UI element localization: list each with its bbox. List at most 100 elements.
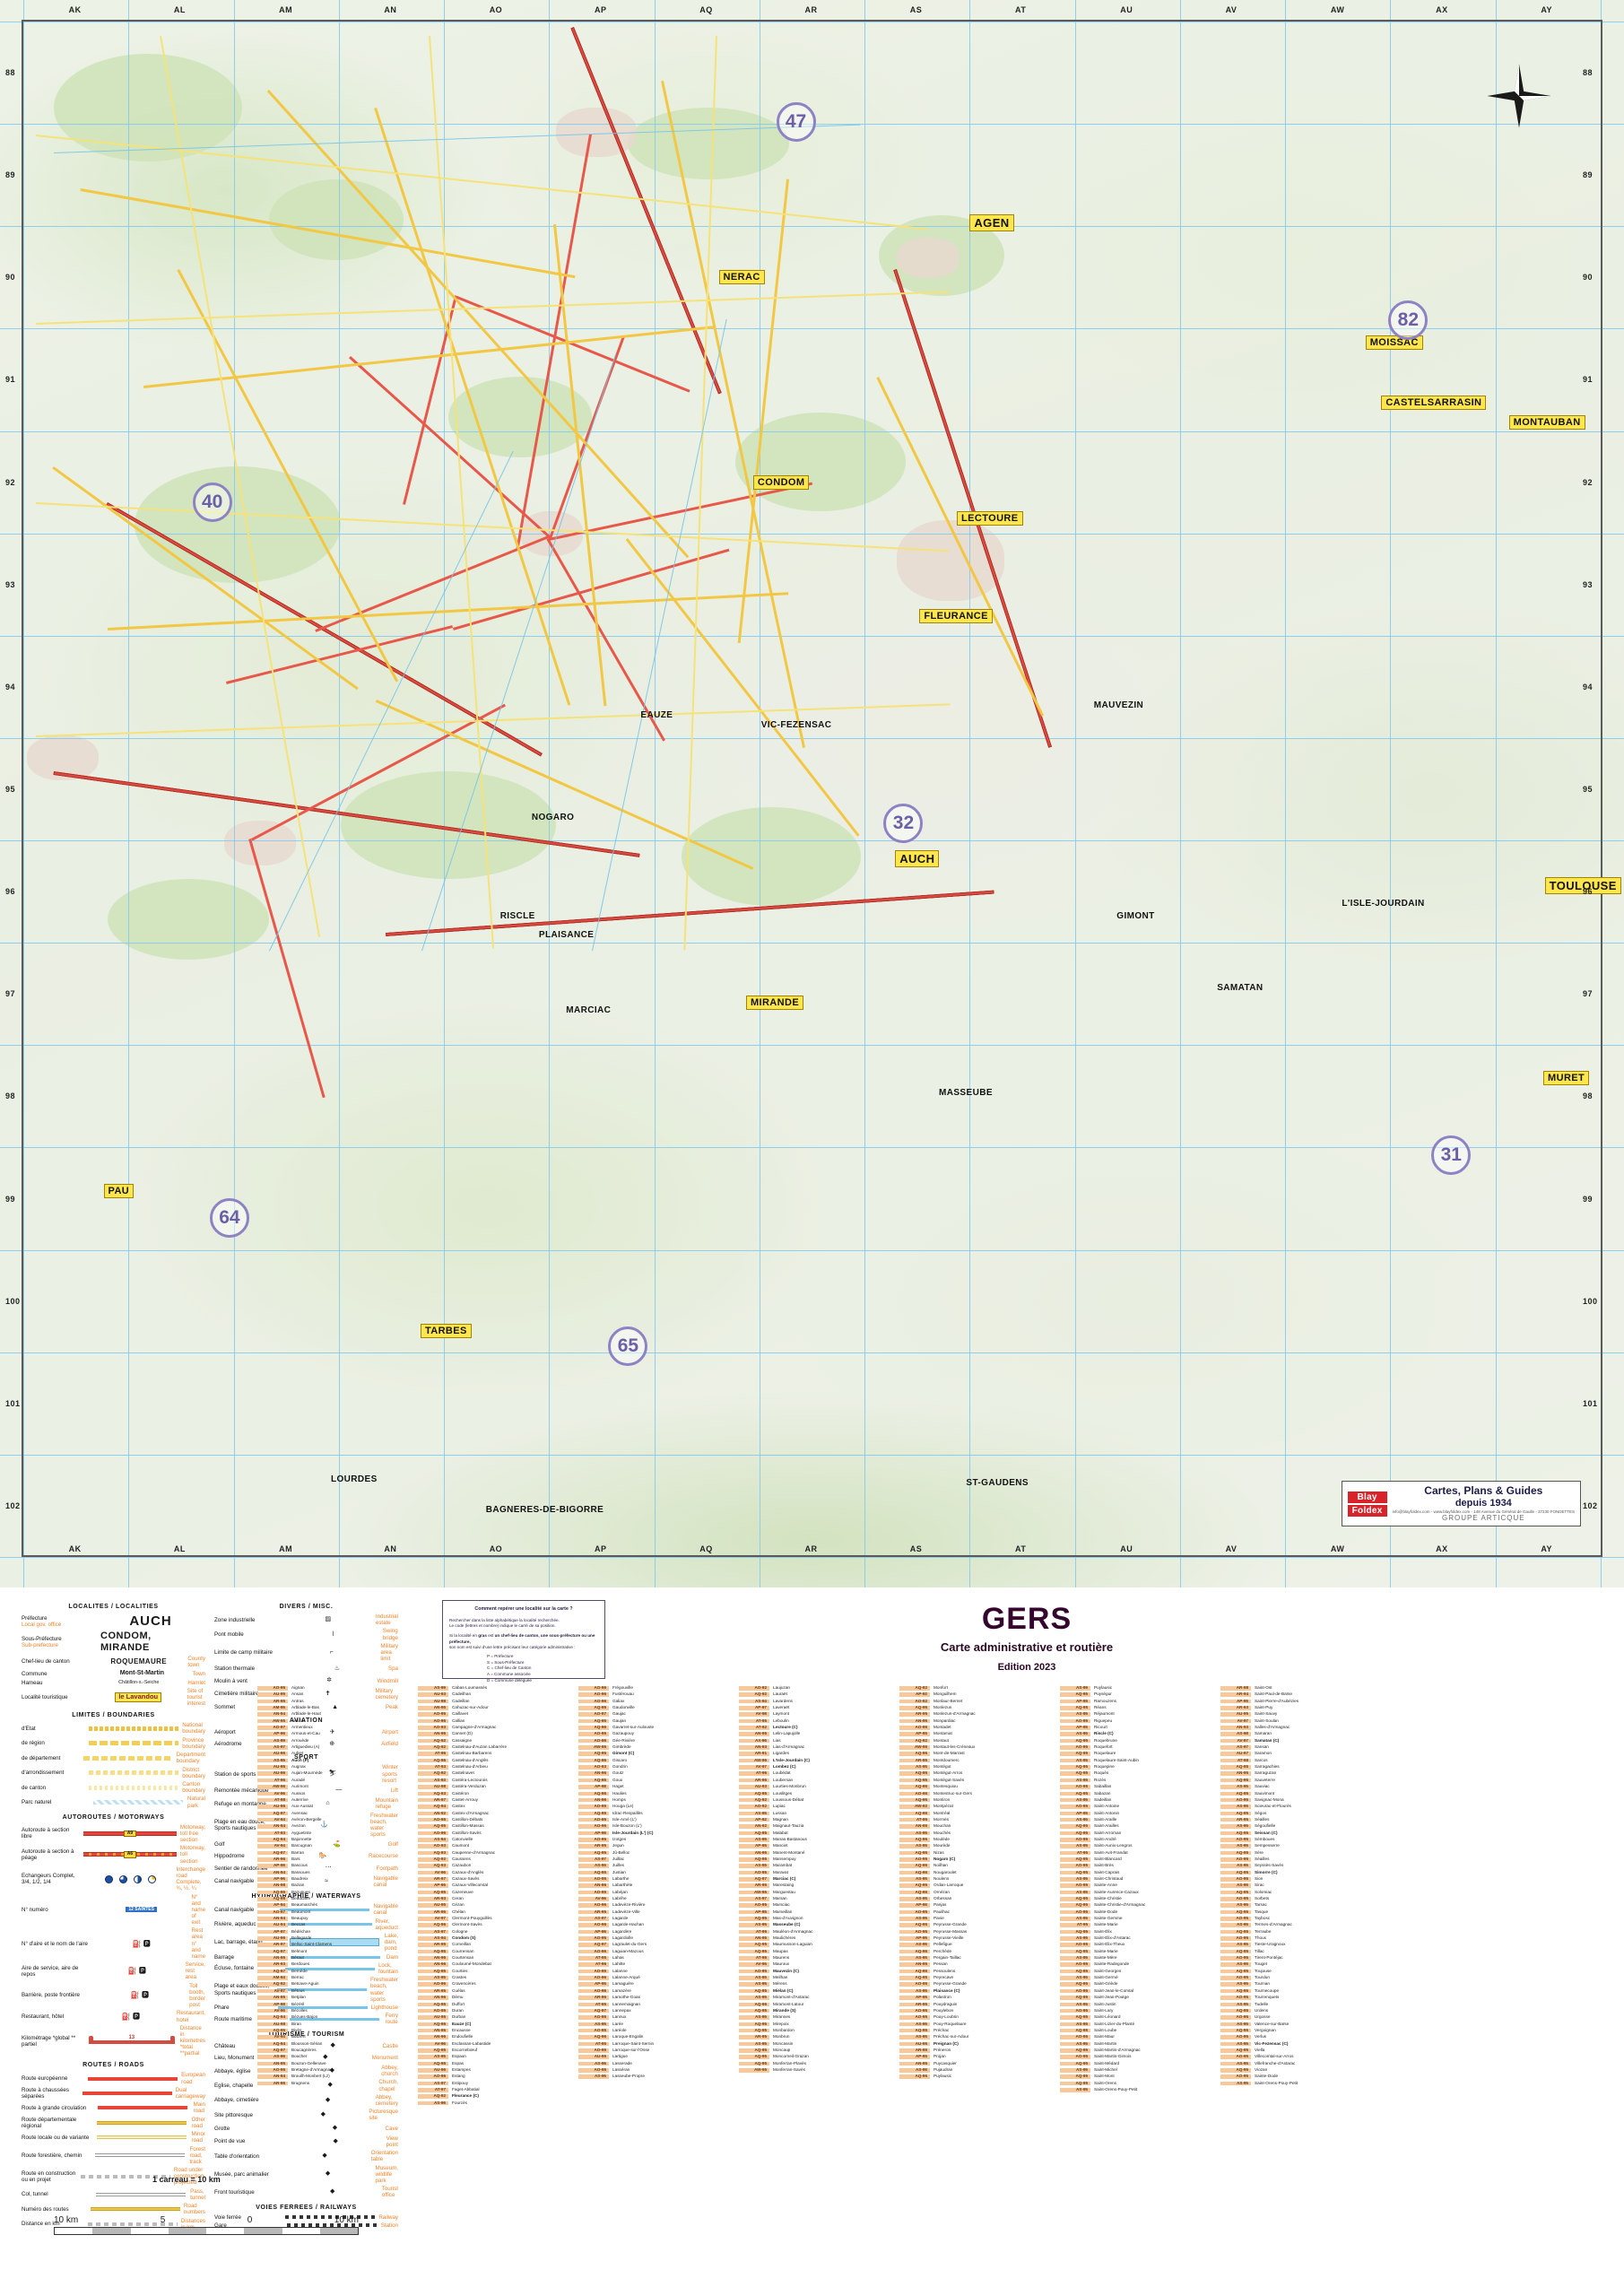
index-entry[interactable]: AS-95 Meilhan [739, 1975, 897, 1982]
index-entry[interactable]: AT-95 Saint-Avit-Frandat [1060, 1850, 1218, 1857]
index-entry[interactable]: AV-95 Mauroux [739, 1962, 897, 1969]
index-entry[interactable]: AP-95 Panjas [899, 1903, 1057, 1909]
index-entry[interactable]: AS-95 Manas-Bastanous [739, 1837, 897, 1844]
index-entry[interactable]: AQ-97 Barran [257, 1850, 415, 1857]
index-entry[interactable]: AP-98 Haget [578, 1784, 736, 1791]
index-entry[interactable]: AT-93 Ayguetinte [257, 1831, 415, 1838]
index-entry[interactable]: AO-95 Caillavet [418, 1712, 576, 1718]
index-entry[interactable]: AO-95 Savignac-Mona [1220, 1797, 1378, 1805]
index-entry[interactable]: AQ-95 Saint-Martin-d'Armagnac [1060, 2048, 1218, 2055]
index-entry[interactable]: AU-95 Durban [418, 2014, 576, 2022]
index-entry[interactable]: AS-95 Noulens [899, 1876, 1057, 1883]
index-entry[interactable]: AQ-95 Saint-Mont [1060, 2074, 1218, 2081]
index-entry[interactable]: AP-95 Montamat [899, 1732, 1057, 1738]
index-entry[interactable]: AN-94 Brouilh-Monbert (Lz) [257, 2074, 415, 2081]
index-entry[interactable]: AS-95 Réjaumont [1060, 1712, 1218, 1718]
index-entry[interactable]: AQ-95 Sauvimont [1220, 1791, 1378, 1798]
index-entry[interactable]: AQ-95 Réans [1060, 1705, 1218, 1712]
index-entry[interactable]: AQ-95 Tillac [1220, 1949, 1378, 1956]
index-entry[interactable]: AQ-95 Tasque [1220, 1909, 1378, 1917]
index-entry[interactable]: AR-93 Ceran [418, 1896, 576, 1903]
index-entry[interactable]: AN-96 Endoufielle [418, 2035, 576, 2041]
index-entry[interactable]: AO-97 Armentieux [257, 1725, 415, 1732]
index-entry[interactable]: AO-95 Lalanne [578, 1969, 736, 1976]
index-entry[interactable]: AN-98 Bazian [257, 1883, 415, 1890]
index-entry[interactable]: AS-95 Saint-Justin [1060, 2002, 1218, 2009]
index-entry[interactable]: AQ-95 Saint-Médard [1060, 2061, 1218, 2068]
index-entry[interactable]: AQ-92 Monfort [899, 1685, 1057, 1692]
index-entry[interactable]: AQ-95 Seissan (C) [1220, 1831, 1378, 1838]
map-canvas[interactable]: AGEN NERAC CONDOM LECTOURE FLEURANCE AUCH MIRA… [0, 0, 1624, 1587]
index-entry[interactable]: AV-94 Blaziert [257, 2035, 415, 2041]
index-entry[interactable]: AQ-95 Montiron [899, 1797, 1057, 1805]
index-entry[interactable]: AQ-95 Préchac [899, 2028, 1057, 2035]
index-entry[interactable]: AO-95 Saint-Martin-Gimois [1060, 2055, 1218, 2061]
index-entry[interactable]: AU-95 Augnax [257, 1764, 415, 1771]
index-entry[interactable]: AQ-95 Miélan (C) [739, 1988, 897, 1996]
index-entry[interactable]: AQ-95 Ornézan [899, 1890, 1057, 1897]
index-entry[interactable]: AQ-95 Bazugues [257, 1890, 415, 1897]
index-entry[interactable]: AO-95 Saint-Brès [1060, 1864, 1218, 1870]
city-label[interactable]: L'ISLE-JOURDAIN [1342, 899, 1425, 909]
index-entry[interactable]: AQ-95 Sainte-Christie [1060, 1896, 1218, 1903]
index-entry[interactable]: AQ-95 Montréal [899, 1811, 1057, 1818]
index-entry[interactable]: AQ-95 Courrensan [418, 1949, 576, 1956]
index-entry[interactable]: AV-96 Bézolles [257, 2008, 415, 2015]
index-entry[interactable]: AP-95 Projan [899, 2055, 1057, 2061]
index-entry[interactable]: AQ-95 Pessoulens [899, 1969, 1057, 1976]
index-entry[interactable]: AQ-95 Saint-Griède [1060, 1982, 1218, 1988]
index-entry[interactable]: AQ-95 Ségos [1220, 1811, 1378, 1818]
index-entry[interactable]: AQ-95 Viozan [1220, 2067, 1378, 2074]
index-entry[interactable]: AS-95 Miramont-d'Astarac [739, 1995, 897, 2002]
index-entry[interactable]: AS-95 Crastes [418, 1975, 576, 1982]
index-entry[interactable]: AR-91 Ligardes [739, 1752, 897, 1758]
index-entry[interactable]: AQ-95 Monbardon [739, 2028, 897, 2035]
index-entry[interactable]: AQ-95 Castillon-Massas [418, 1824, 576, 1831]
index-entry[interactable]: AR-95 Jegun [578, 1844, 736, 1850]
index-entry[interactable]: AO-96 Ladevèze-Rivière [578, 1903, 736, 1909]
index-entry[interactable]: AR-95 Préneron [899, 2048, 1057, 2055]
index-entry[interactable]: AQ-95 Puylausic [899, 2074, 1057, 2081]
index-entry[interactable]: AV-96 Labrihe [578, 1896, 736, 1903]
index-entry[interactable]: AQ-95 Saint-Caprais [1060, 1870, 1218, 1877]
index-entry[interactable]: AP-92 Magnan [739, 1817, 897, 1824]
index-entry[interactable]: AR-95 Marestaing [739, 1883, 897, 1890]
index-entry[interactable]: AU-93 Cadeilhan [418, 1692, 576, 1699]
city-label[interactable]: MASSEUBE [939, 1087, 993, 1098]
index-entry[interactable]: AS-96 Lasseube-Propre [578, 2074, 736, 2081]
index-entry[interactable]: AO-96 Isle-Bouzon (L') [578, 1824, 736, 1831]
index-entry[interactable]: AQ-92 Montaut [899, 1738, 1057, 1745]
city-label[interactable]: BAGNERES-DE-BIGORRE [485, 1504, 604, 1515]
index-entry[interactable]: AO-95 Séailles [1220, 1857, 1378, 1864]
index-entry[interactable]: AO-95 Saint-Lary [1060, 2008, 1218, 2015]
city-label[interactable]: CASTELSARRASIN [1381, 396, 1487, 411]
index-entry[interactable]: AQ-97 Marciac (C) [739, 1876, 897, 1883]
index-entry[interactable]: AO-95 Marsciac [739, 1903, 897, 1909]
index-entry[interactable]: AR-95 Montdoumerc [899, 1758, 1057, 1765]
city-label[interactable]: MARCIAC [566, 1004, 612, 1015]
index-entry[interactable]: AQ-96 Haulies [578, 1791, 736, 1798]
index-entry[interactable]: AN-96 Homps [578, 1797, 736, 1805]
index-entry[interactable]: AT-95 Sainte-Marie [1060, 1923, 1218, 1929]
index-entry[interactable]: AO-95 Taybosc [1220, 1916, 1378, 1923]
index-entry[interactable]: AS-99 Arrouède [257, 1738, 415, 1745]
index-entry[interactable]: AQ-92 Betcave-Aguin [257, 1982, 415, 1988]
index-entry[interactable]: AO-95 Saint-André [1060, 1837, 1218, 1844]
index-entry[interactable]: AT-95 Lannemaignan [578, 2002, 736, 2009]
index-entry[interactable]: AQ-95 Urdens [1220, 2008, 1378, 2015]
index-entry[interactable]: AQ-95 Simorre (C) [1220, 1870, 1378, 1877]
index-entry[interactable]: AS-95 Plaisance (C) [899, 1988, 1057, 1996]
index-entry[interactable]: AU-95 Lartigue [578, 2055, 736, 2061]
index-entry[interactable]: AS-95 Termes-d'Armagnac [1220, 1923, 1378, 1929]
index-entry[interactable]: AR-96 Brugnens [257, 2081, 415, 2088]
index-entry[interactable]: AQ-95 Peyrecave [899, 1975, 1057, 1982]
index-entry[interactable]: AR-97 Belloc-Saint-Clamens [257, 1943, 415, 1949]
index-entry[interactable]: AO-95 Castillon-Débats [418, 1817, 576, 1824]
index-entry[interactable]: AS-95 Ségoufielle [1220, 1824, 1378, 1831]
index-entry[interactable]: AQ-97 Lagraulet-du-Gers [578, 1943, 736, 1949]
index-entry[interactable]: AO-95 Pouy-Loubrin [899, 2014, 1057, 2022]
index-entry[interactable]: AN-95 Sarraguzan [1220, 1771, 1378, 1778]
index-entry[interactable]: AO-95 Lannux [578, 2014, 736, 2022]
index-entry[interactable]: AO-95 Tourrenquets [1220, 1995, 1378, 2002]
index-entry[interactable]: AQ-95 Louslitges [739, 1791, 897, 1798]
